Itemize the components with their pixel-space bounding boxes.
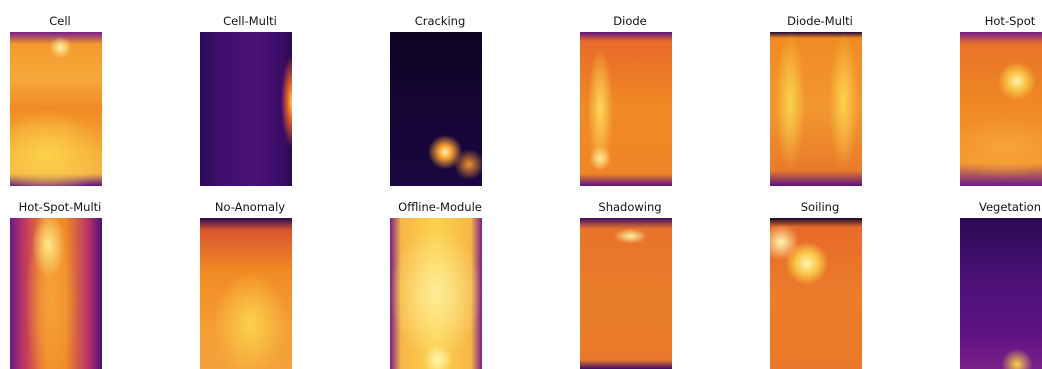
panel-title: Hot-Spot	[984, 14, 1036, 28]
thermal-image	[390, 32, 482, 186]
panel-title: Cell	[49, 14, 71, 28]
panel-title: Shadowing	[598, 200, 662, 214]
panel-title: Cell-Multi	[223, 14, 277, 28]
thermal-image	[770, 218, 862, 369]
panel-title: No-Anomaly	[214, 200, 286, 214]
thermal-image	[770, 32, 862, 186]
thermal-image	[200, 218, 292, 369]
panel-title: Vegetation	[978, 200, 1041, 214]
thermal-image	[10, 218, 102, 369]
thermal-image	[580, 218, 672, 369]
thermal-image	[580, 32, 672, 186]
panel-title: Diode	[613, 14, 647, 28]
panel-title: Soiling	[800, 200, 840, 214]
panel-title: Cracking	[414, 14, 466, 28]
thermal-image	[960, 218, 1042, 369]
panel-title: Offline-Module	[398, 200, 482, 214]
thermal-image	[390, 218, 482, 369]
panel-title: Diode-Multi	[787, 14, 853, 28]
panel-title: Hot-Spot-Multi	[18, 200, 102, 214]
thermal-image	[960, 32, 1042, 186]
thermal-image	[10, 32, 102, 186]
thermal-image	[200, 32, 292, 186]
